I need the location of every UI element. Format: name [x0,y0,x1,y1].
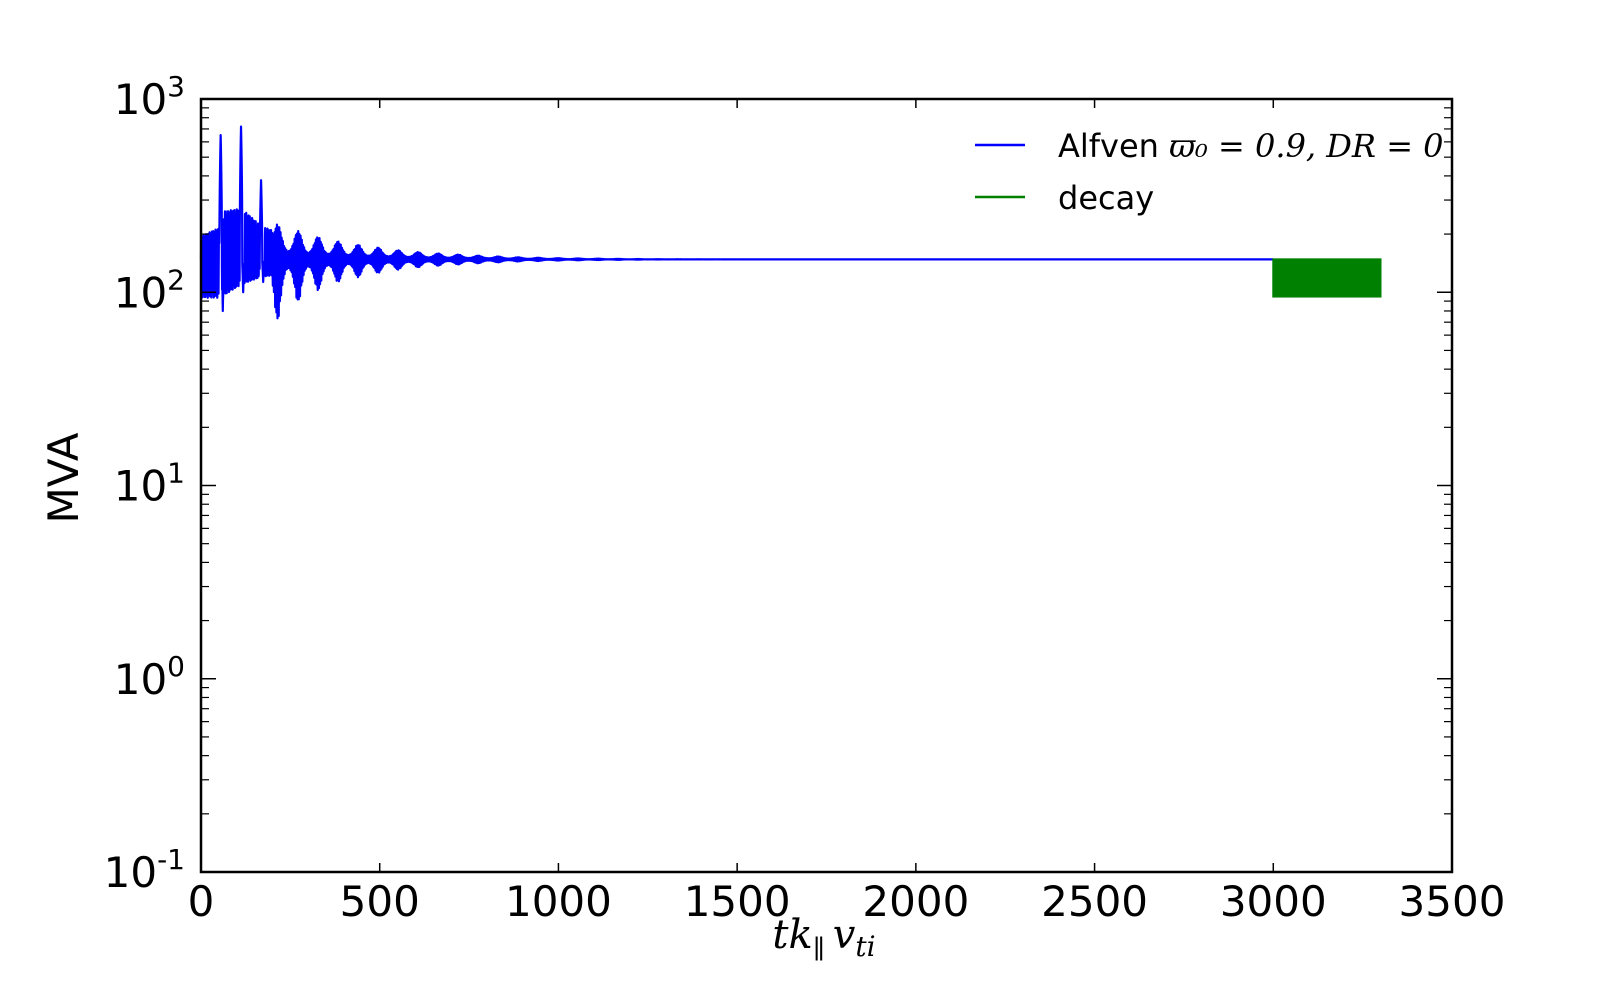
legend-label-alfven: Alfven ϖ₀ = 0.9, DR = 0 [1058,127,1444,165]
x-tick-label: 1000 [505,877,612,926]
x-tick-label: 3000 [1220,877,1327,926]
legend-alfven-word: Alfven [1058,127,1159,165]
x-tick-label: 2500 [1041,877,1148,926]
plot-frame [199,97,1454,874]
y-tick-label: 101 [114,457,185,511]
x-axis-label: tk∥ vti [772,912,875,965]
y-tick-label: 103 [114,70,185,124]
y-tick-label: 100 [114,650,185,704]
series-layer [199,125,1382,320]
y-axis-label: MVA [39,432,88,523]
x-tick-label: 3500 [1399,877,1506,926]
x-axis-label-subscript: ti [855,930,875,963]
x-tick-label: 1500 [684,877,791,926]
x-tick-label: 0 [188,877,215,926]
legend: Alfven ϖ₀ = 0.9, DR = 0 decay [975,127,1444,217]
label-layer: 0 500 1000 1500 2000 2500 3000 3500 10-1 100 101 10… [104,70,1506,926]
x-axis-label-v: v [833,912,856,958]
x-axis-label-parallel: ∥ [813,935,825,965]
x-axis-label-tk: tk [772,912,812,958]
series-band-decay [1272,258,1382,298]
x-tick-label: 2000 [862,877,969,926]
series-line-alfven [199,125,1275,320]
y-tick-label: 10-1 [104,843,185,897]
x-tick-label: 500 [340,877,420,926]
legend-alfven-math: ϖ₀ = 0.9, DR = 0 [1169,127,1444,165]
legend-label-decay: decay [1058,179,1154,217]
y-tick-label: 102 [114,263,185,317]
